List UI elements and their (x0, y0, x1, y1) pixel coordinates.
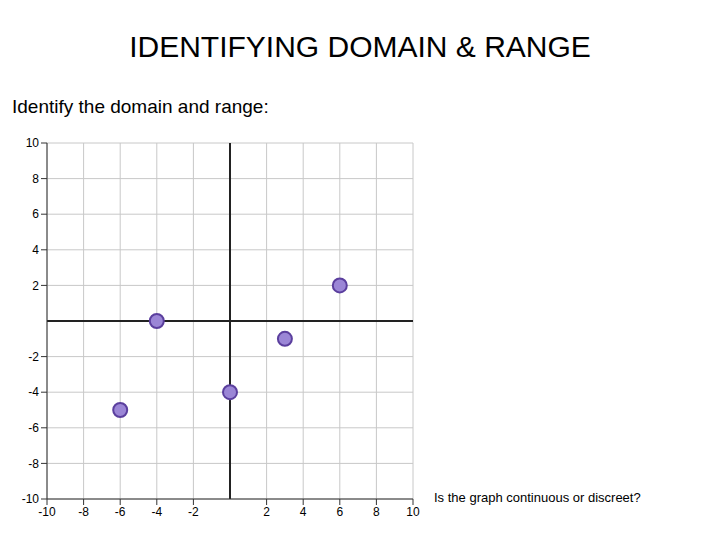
svg-text:-6: -6 (28, 421, 39, 435)
svg-text:6: 6 (336, 505, 343, 519)
svg-text:-4: -4 (151, 505, 162, 519)
svg-text:6: 6 (32, 207, 39, 221)
svg-text:-4: -4 (28, 385, 39, 399)
html-text:Identify the domain and range:: Identify the domain and range: (12, 96, 269, 117)
svg-text:4: 4 (300, 505, 307, 519)
svg-text:-2: -2 (188, 505, 199, 519)
svg-text:2: 2 (263, 505, 270, 519)
svg-text:-6: -6 (115, 505, 126, 519)
svg-text:4: 4 (32, 243, 39, 257)
svg-text:10: 10 (406, 505, 420, 519)
svg-text:10: 10 (26, 136, 40, 150)
svg-text:-2: -2 (28, 350, 39, 364)
svg-text:8: 8 (32, 172, 39, 186)
svg-text:-10: -10 (38, 505, 56, 519)
html-text:Is the graph continuous or dis: Is the graph continuous or discreet? (434, 490, 641, 505)
svg-text:-10: -10 (22, 492, 40, 506)
svg-text:-8: -8 (78, 505, 89, 519)
html-text:IDENTIFYING DOMAIN & RANGE: IDENTIFYING DOMAIN & RANGE (129, 30, 591, 63)
svg-text:8: 8 (373, 505, 380, 519)
svg-text:2: 2 (32, 279, 39, 293)
svg-text:-8: -8 (28, 457, 39, 471)
